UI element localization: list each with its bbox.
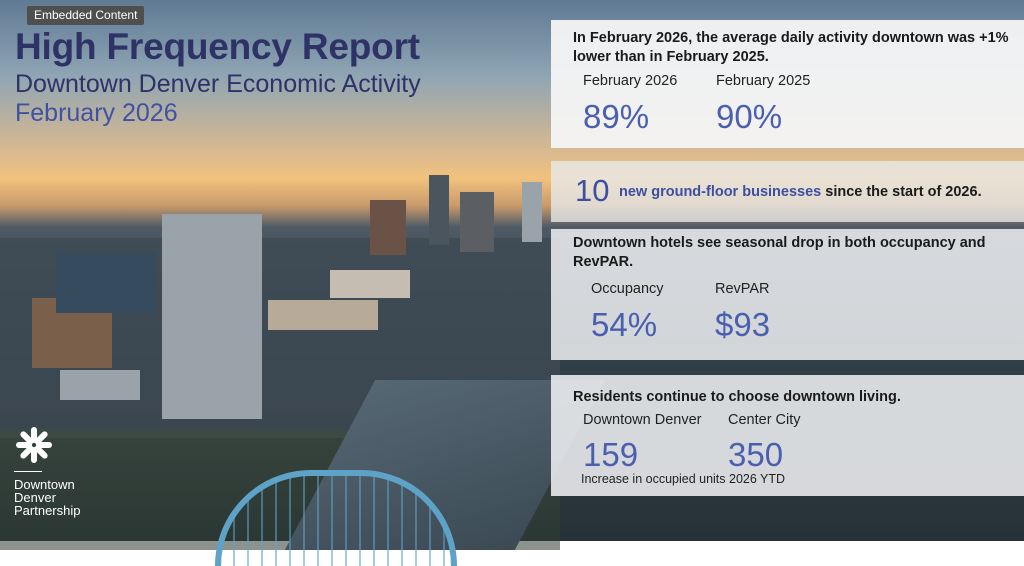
logo-text-line1: Downtown (14, 477, 75, 492)
logo-divider (14, 471, 42, 472)
businesses-highlight: new ground-floor businesses (619, 184, 822, 200)
hotels-col2-value: $93 (715, 306, 771, 343)
activity-panel: In February 2026, the average daily acti… (551, 20, 1024, 148)
embedded-content-badge: Embedded Content (27, 6, 145, 25)
businesses-suffix: since the start of 2026. (825, 184, 982, 200)
businesses-panel: 10 new ground-floor businesses since the… (551, 161, 1024, 222)
logo-text-line2: Denver (14, 490, 56, 505)
residents-note: Increase in occupied units 2026 YTD (581, 472, 786, 486)
logo-text-line3: Partnership (14, 503, 81, 518)
activity-col2-value: 90% (716, 98, 783, 135)
businesses-text: new ground-floor businesses since the st… (619, 184, 982, 200)
activity-headline: In February 2026, the average daily acti… (573, 30, 1009, 65)
report-title: High Frequency Report (15, 26, 420, 67)
pinwheel-logo-icon (14, 425, 54, 465)
residents-headline: Residents continue to choose downtown li… (573, 389, 901, 405)
residents-col1-value: 159 (583, 436, 639, 473)
residents-panel: Residents continue to choose downtown li… (551, 375, 1024, 496)
downtown-denver-partnership-logo: Downtown Denver Partnership (14, 425, 114, 517)
hotels-col2-label: RevPAR (715, 281, 770, 297)
hotels-headline: Downtown hotels see seasonal drop in bot… (573, 235, 986, 270)
residents-col1-label: Downtown Denver (583, 412, 702, 428)
businesses-count: 10 (575, 173, 610, 208)
activity-col1-label: February 2026 (583, 73, 678, 89)
report-month: February 2026 (15, 99, 178, 127)
residents-col2-label: Center City (728, 412, 801, 428)
residents-col2-value: 350 (728, 436, 784, 473)
activity-col1-value: 89% (583, 98, 650, 135)
hotels-panel: Downtown hotels see seasonal drop in bot… (551, 229, 1024, 360)
hotels-col1-value: 54% (591, 306, 658, 343)
hotels-col1-label: Occupancy (591, 281, 664, 297)
activity-col2-label: February 2025 (716, 73, 811, 89)
report-subtitle: Downtown Denver Economic Activity (15, 70, 421, 98)
